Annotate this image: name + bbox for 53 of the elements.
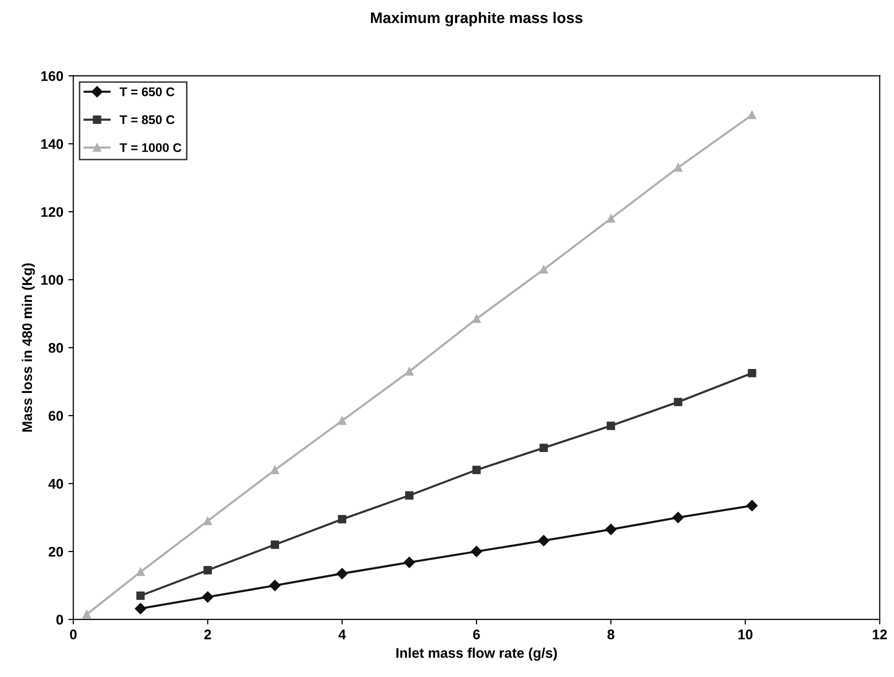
point (674, 163, 682, 172)
point (472, 466, 481, 474)
point (204, 516, 212, 526)
x-tick-label: 4 (338, 630, 346, 640)
point (269, 580, 281, 592)
y-tick-label: 140 (41, 139, 64, 149)
point (672, 512, 684, 524)
point (270, 466, 280, 474)
point (606, 422, 616, 430)
point (606, 214, 616, 223)
point (405, 491, 414, 500)
x-tick-label: 10 (738, 630, 752, 640)
point (472, 314, 481, 323)
x-tick-label: 6 (473, 630, 480, 640)
point (136, 592, 145, 600)
point (404, 556, 415, 568)
legend-label: T = 850 C (120, 115, 174, 124)
point (605, 524, 617, 536)
x-tick-label: 8 (607, 630, 614, 640)
legend-label: T = 1000 C (120, 143, 182, 152)
x-tick-label: 2 (204, 630, 212, 640)
point (470, 546, 482, 558)
y-tick-label: 160 (41, 71, 64, 81)
y-tick-label: 20 (48, 546, 64, 557)
y-axis-title: Mass loss in 480 min (Kg) (22, 263, 35, 432)
point (338, 515, 346, 524)
point (674, 398, 682, 406)
point (136, 568, 145, 576)
y-tick-label: 100 (41, 275, 64, 285)
y-tick-label: 0 (56, 614, 64, 625)
point (82, 610, 91, 619)
point (748, 368, 756, 378)
y-tick-label: 60 (48, 410, 64, 421)
point (405, 367, 414, 376)
point (202, 591, 214, 603)
chart-title: Maximum graphite mass loss (370, 12, 582, 26)
point (134, 602, 146, 614)
x-tick-label: 12 (872, 630, 887, 640)
point (540, 444, 548, 452)
point (540, 265, 548, 274)
point (270, 540, 280, 549)
x-tick-label: 0 (70, 630, 77, 640)
x-axis-title: Inlet mass flow rate (g/s) (396, 648, 557, 661)
y-tick-label: 80 (48, 342, 64, 353)
point (748, 110, 756, 120)
legend-label: T = 650 C (120, 87, 174, 96)
y-tick-label: 40 (48, 478, 64, 489)
point (538, 535, 550, 546)
point (338, 416, 346, 425)
y-tick-label: 120 (41, 207, 64, 217)
point (204, 566, 212, 574)
point (336, 568, 348, 580)
point (746, 500, 758, 512)
